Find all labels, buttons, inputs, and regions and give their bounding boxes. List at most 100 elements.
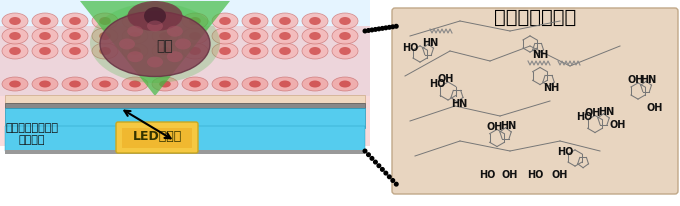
Ellipse shape [69, 32, 81, 40]
Ellipse shape [9, 81, 21, 88]
Text: HO: HO [527, 170, 543, 180]
Ellipse shape [279, 32, 291, 40]
Text: OH: OH [647, 103, 663, 113]
Ellipse shape [219, 81, 231, 88]
Ellipse shape [219, 32, 231, 40]
Circle shape [377, 164, 381, 167]
Ellipse shape [272, 43, 298, 59]
Ellipse shape [2, 77, 28, 91]
Ellipse shape [242, 43, 268, 59]
Ellipse shape [242, 77, 268, 91]
Ellipse shape [189, 81, 201, 88]
Ellipse shape [309, 81, 321, 88]
Bar [0, 26, 370, 146]
Ellipse shape [32, 43, 58, 59]
Text: OH: OH [628, 75, 644, 85]
Circle shape [391, 25, 394, 29]
Text: OH: OH [551, 170, 568, 180]
Ellipse shape [152, 43, 178, 59]
Ellipse shape [39, 17, 51, 25]
Bar [5, 150, 365, 154]
Ellipse shape [62, 13, 88, 29]
Circle shape [367, 153, 371, 157]
Text: HN: HN [422, 38, 439, 48]
Ellipse shape [99, 32, 111, 40]
Ellipse shape [272, 77, 298, 91]
Ellipse shape [122, 43, 148, 59]
Ellipse shape [182, 77, 208, 91]
Ellipse shape [279, 17, 291, 25]
Ellipse shape [129, 17, 141, 25]
Ellipse shape [309, 32, 321, 40]
Ellipse shape [309, 17, 321, 25]
Ellipse shape [2, 13, 28, 29]
Ellipse shape [302, 77, 328, 91]
Ellipse shape [129, 81, 141, 88]
Ellipse shape [62, 43, 88, 59]
Ellipse shape [339, 32, 351, 40]
Ellipse shape [152, 77, 178, 91]
Ellipse shape [302, 13, 328, 29]
FancyBboxPatch shape [392, 8, 678, 194]
Text: HN: HN [598, 107, 614, 117]
Ellipse shape [242, 28, 268, 44]
Ellipse shape [39, 81, 51, 88]
Ellipse shape [122, 13, 148, 29]
Circle shape [370, 157, 374, 160]
Text: NH: NH [543, 83, 559, 93]
Text: OH: OH [502, 170, 518, 180]
Ellipse shape [332, 77, 358, 91]
Ellipse shape [189, 32, 201, 40]
FancyBboxPatch shape [0, 0, 370, 96]
Text: OH: OH [486, 122, 503, 132]
Ellipse shape [182, 43, 208, 59]
Ellipse shape [92, 13, 118, 29]
Ellipse shape [272, 28, 298, 44]
Circle shape [363, 149, 367, 153]
Ellipse shape [100, 12, 210, 76]
Circle shape [363, 29, 367, 33]
Circle shape [394, 25, 398, 28]
Ellipse shape [167, 26, 183, 37]
Ellipse shape [302, 28, 328, 44]
Bar [122, 128, 192, 148]
Text: OH: OH [584, 108, 600, 118]
Bar [5, 103, 365, 108]
Ellipse shape [332, 28, 358, 44]
Text: OH: OH [610, 120, 626, 130]
Ellipse shape [144, 7, 166, 25]
Text: 腫瘍: 腫瘍 [156, 39, 173, 53]
Ellipse shape [242, 13, 268, 29]
Ellipse shape [189, 17, 201, 25]
Ellipse shape [90, 3, 220, 83]
Text: HN: HN [452, 99, 468, 109]
Ellipse shape [122, 28, 148, 44]
Bar [196, 126, 365, 151]
Ellipse shape [219, 47, 231, 55]
Ellipse shape [249, 47, 261, 55]
Text: HO: HO [402, 42, 418, 53]
Ellipse shape [69, 81, 81, 88]
Ellipse shape [2, 28, 28, 44]
Circle shape [373, 160, 377, 164]
Ellipse shape [99, 47, 111, 55]
Ellipse shape [339, 17, 351, 25]
Ellipse shape [62, 28, 88, 44]
Ellipse shape [32, 13, 58, 29]
FancyBboxPatch shape [116, 122, 198, 153]
Ellipse shape [182, 13, 208, 29]
Circle shape [381, 168, 384, 171]
Ellipse shape [69, 47, 81, 55]
Text: HO: HO [557, 146, 573, 157]
Text: HO: HO [479, 170, 495, 180]
Ellipse shape [62, 77, 88, 91]
Text: HO: HO [429, 79, 445, 89]
Circle shape [367, 29, 371, 32]
Ellipse shape [219, 17, 231, 25]
Ellipse shape [2, 43, 28, 59]
Ellipse shape [129, 32, 141, 40]
Ellipse shape [159, 17, 171, 25]
Circle shape [373, 28, 377, 31]
Ellipse shape [212, 13, 238, 29]
Ellipse shape [182, 28, 208, 44]
